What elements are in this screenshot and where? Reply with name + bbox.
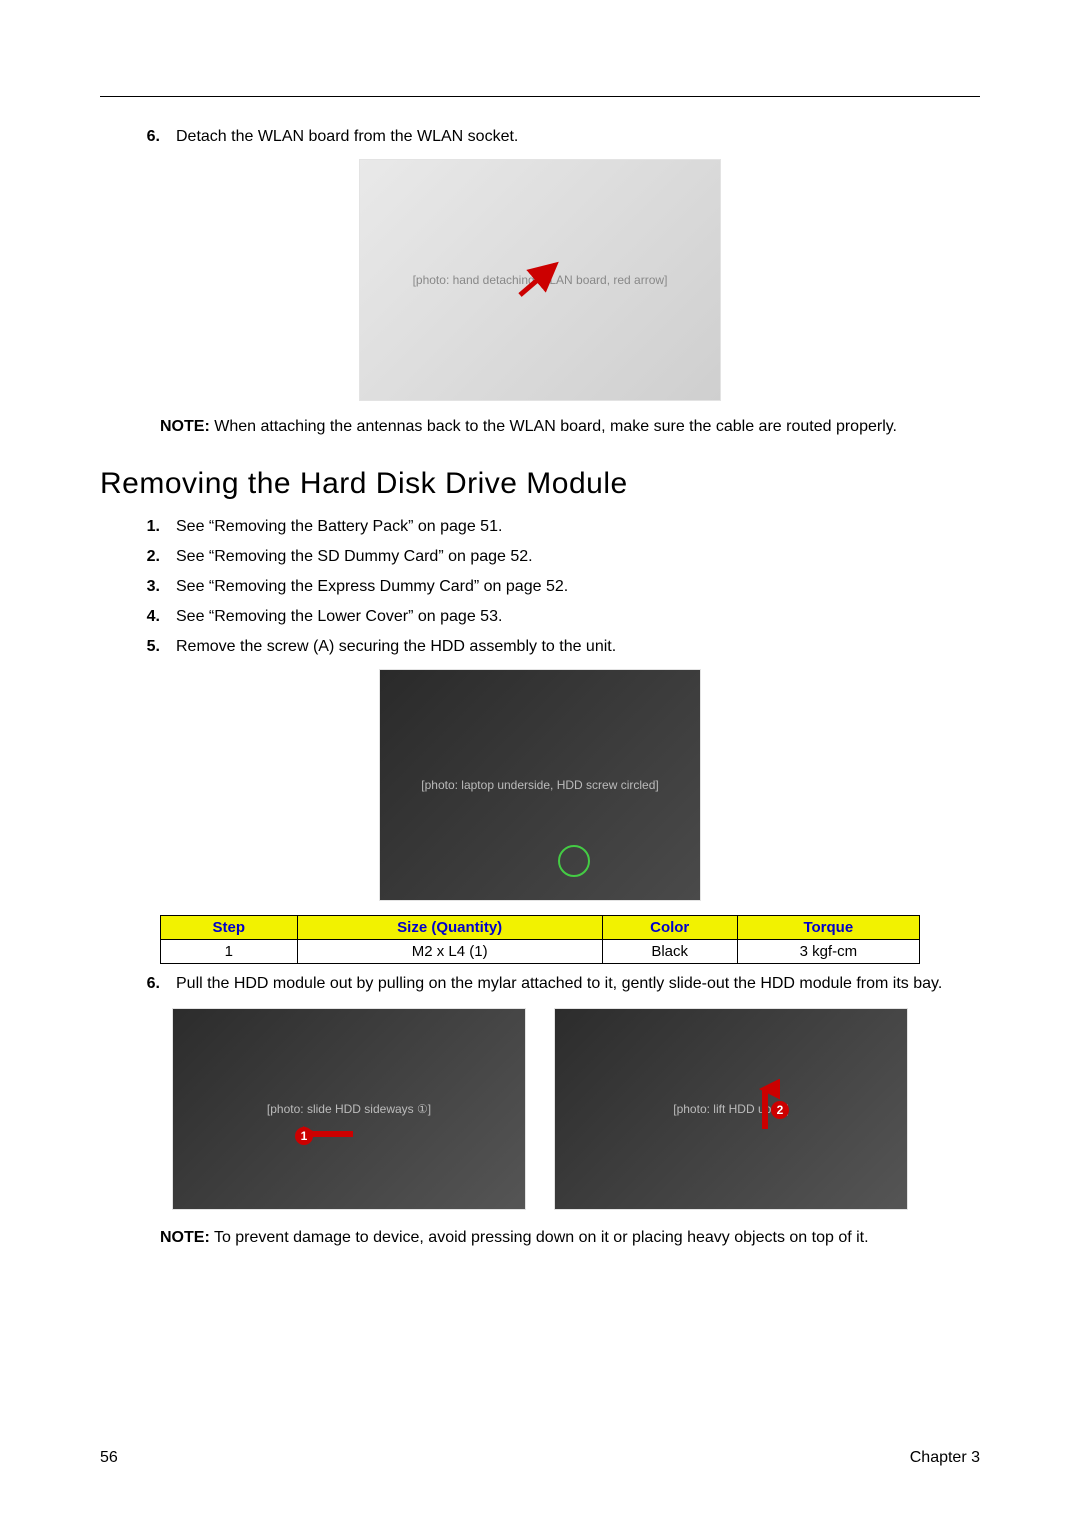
figure-hdd-slide: [photo: slide HDD sideways ①] 1 [172, 1008, 526, 1210]
note-text: When attaching the antennas back to the … [214, 418, 897, 435]
table-header-cell: Color [602, 916, 737, 940]
figure-wlan-detach: [photo: hand detaching WLAN board, red a… [359, 159, 721, 401]
list-text: See “Removing the SD Dummy Card” on page… [176, 545, 980, 569]
red-arrow-icon [510, 255, 570, 305]
list-item: 3. See “Removing the Express Dummy Card”… [100, 575, 980, 599]
table-cell: 1 [161, 940, 298, 964]
list-number: 6. [100, 125, 176, 149]
chapter-label: Chapter 3 [910, 1449, 980, 1467]
table-row: Step Size (Quantity) Color Torque [161, 916, 920, 940]
table-header-cell: Size (Quantity) [297, 916, 602, 940]
table-cell: M2 x L4 (1) [297, 940, 602, 964]
table-head: Step Size (Quantity) Color Torque [161, 916, 920, 940]
list-item: 2. See “Removing the SD Dummy Card” on p… [100, 545, 980, 569]
section-heading: Removing the Hard Disk Drive Module [100, 467, 980, 501]
list-number: 6. [100, 972, 176, 996]
document-page: 6. Detach the WLAN board from the WLAN s… [0, 0, 1080, 1527]
list-item: 6. Pull the HDD module out by pulling on… [100, 972, 980, 996]
list-item: 6. Detach the WLAN board from the WLAN s… [100, 125, 980, 149]
figure-label: [photo: slide HDD sideways ①] [267, 1102, 431, 1116]
table-cell: 3 kgf-cm [737, 940, 919, 964]
list-item: 4. See “Removing the Lower Cover” on pag… [100, 605, 980, 629]
table-row: 1 M2 x L4 (1) Black 3 kgf-cm [161, 940, 920, 964]
top-rule [100, 96, 980, 97]
table-cell: Black [602, 940, 737, 964]
figure-label: [photo: laptop underside, HDD screw circ… [421, 778, 658, 792]
page-number: 56 [100, 1449, 118, 1467]
figure-hdd-lift: [photo: lift HDD up ②] 2 [554, 1008, 908, 1210]
figure-row: [photo: slide HDD sideways ①] 1 [photo: … [100, 1008, 980, 1210]
callout-number-icon: 2 [771, 1101, 789, 1119]
list-text: See “Removing the Lower Cover” on page 5… [176, 605, 980, 629]
list-number: 1. [100, 515, 176, 539]
list-number: 2. [100, 545, 176, 569]
list-item: 5. Remove the screw (A) securing the HDD… [100, 635, 980, 659]
callout-circle-icon [558, 845, 590, 877]
note: NOTE: When attaching the antennas back t… [160, 415, 980, 439]
list-text: Remove the screw (A) securing the HDD as… [176, 635, 980, 659]
note-prefix: NOTE: [160, 1229, 210, 1246]
note: NOTE: To prevent damage to device, avoid… [160, 1226, 980, 1250]
screw-table: Step Size (Quantity) Color Torque 1 M2 x… [160, 915, 920, 964]
note-text: To prevent damage to device, avoid press… [214, 1229, 869, 1246]
table-body: 1 M2 x L4 (1) Black 3 kgf-cm [161, 940, 920, 964]
figure-hdd-screw: [photo: laptop underside, HDD screw circ… [379, 669, 701, 901]
list-item: 1. See “Removing the Battery Pack” on pa… [100, 515, 980, 539]
list-text: Detach the WLAN board from the WLAN sock… [176, 125, 980, 149]
list-text: See “Removing the Express Dummy Card” on… [176, 575, 980, 599]
callout-number-icon: 1 [295, 1127, 313, 1145]
figure-row: [photo: hand detaching WLAN board, red a… [100, 159, 980, 401]
table-header-cell: Torque [737, 916, 919, 940]
page-footer: 56 Chapter 3 [100, 1449, 980, 1467]
list-number: 5. [100, 635, 176, 659]
table-header-cell: Step [161, 916, 298, 940]
list-text: Pull the HDD module out by pulling on th… [176, 972, 980, 996]
list-text: See “Removing the Battery Pack” on page … [176, 515, 980, 539]
list-number: 4. [100, 605, 176, 629]
note-prefix: NOTE: [160, 418, 210, 435]
list-number: 3. [100, 575, 176, 599]
figure-row: [photo: laptop underside, HDD screw circ… [100, 669, 980, 901]
